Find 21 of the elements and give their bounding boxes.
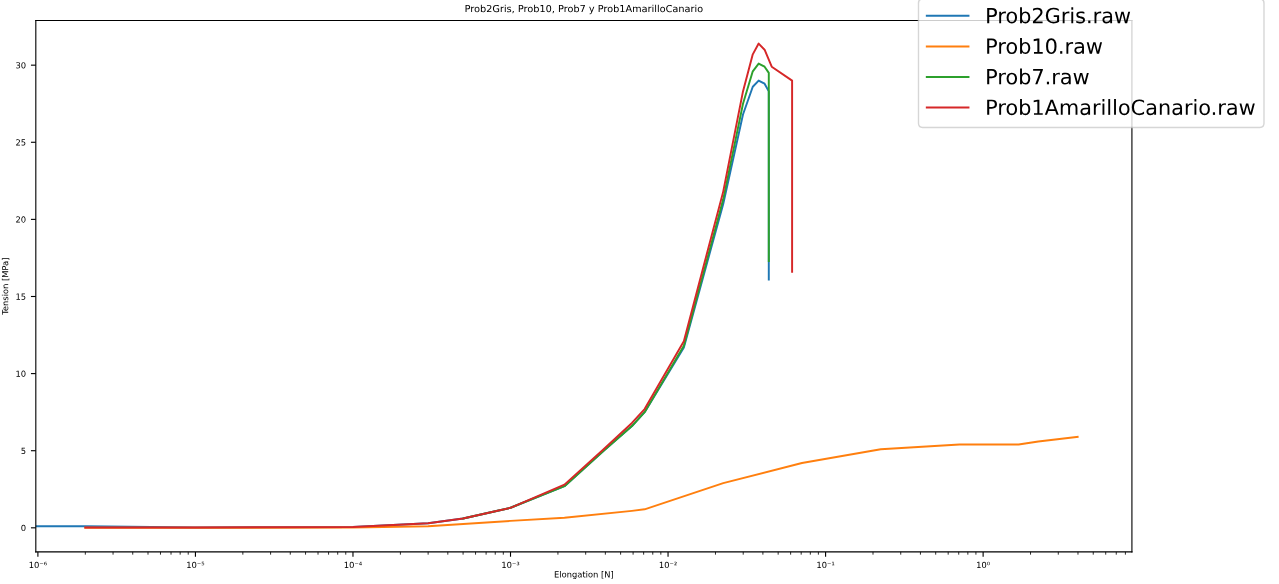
legend-label: Prob1AmarilloCanario.raw — [987, 99, 1255, 116]
x-tick-label: 10⁻⁵ — [187, 561, 205, 569]
y-tick-label: 20 — [16, 216, 26, 223]
x-tick-label: 10⁻¹ — [817, 561, 835, 569]
x-tick-label: 10⁻² — [659, 561, 677, 569]
chart-title: Prob2Gris, Prob10, Prob7 y Prob1AmarilloCanario — [465, 4, 703, 15]
x-tick-label: 10⁰ — [977, 561, 990, 569]
y-tick-label: 30 — [16, 62, 26, 69]
x-axis-title: Elongation [N] — [554, 571, 613, 580]
legend-label: Prob7.raw — [987, 68, 1089, 85]
y-tick-label: 0 — [21, 524, 26, 532]
y-tick-label: 25 — [16, 139, 26, 146]
y-tick-label: 15 — [16, 293, 26, 300]
x-tick-label: 10⁻⁶ — [29, 561, 47, 569]
legend-label: Prob10.raw — [987, 37, 1103, 55]
y-tick-label: 5 — [21, 447, 26, 454]
y-axis-title: Tension [MPa] — [1, 258, 10, 315]
legend-label: Prob2Gris.raw — [987, 7, 1131, 24]
x-tick-label: 10⁻³ — [502, 561, 520, 569]
y-tick-label: 10 — [16, 370, 26, 377]
x-tick-label: 10⁻⁴ — [344, 561, 362, 569]
